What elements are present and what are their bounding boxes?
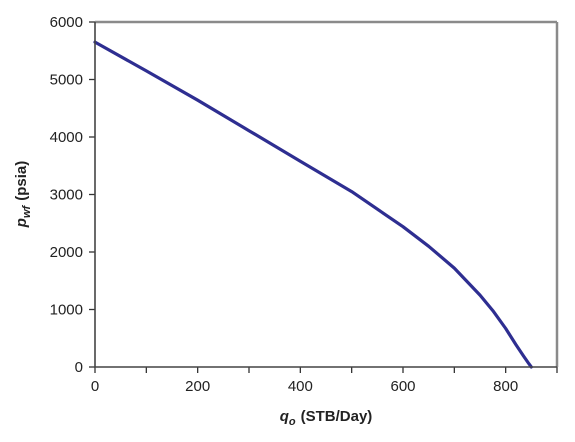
y-axis-tick-labels: 0 1000 2000 3000 4000 5000 6000 (50, 14, 83, 376)
y-axis-var: p (13, 218, 30, 228)
y-axis-title: pwf (psia) (13, 161, 33, 228)
series-line-pwf (93, 40, 533, 369)
y-tick-label: 6000 (50, 14, 83, 31)
y-tick-label: 4000 (50, 129, 83, 146)
x-axis-ticks (94, 367, 558, 373)
x-tick-label: 600 (390, 378, 415, 395)
y-tick-label: 0 (75, 359, 83, 376)
y-axis-ticks (89, 21, 95, 368)
y-tick-label: 3000 (50, 187, 83, 204)
x-tick-label: 800 (493, 378, 518, 395)
x-axis-tick-labels: 0 200 400 600 800 (91, 378, 518, 395)
x-axis-var: q (280, 408, 289, 425)
x-axis-unit: (STB/Day) (301, 408, 373, 425)
y-tick-label: 5000 (50, 72, 83, 89)
x-tick-label: 0 (91, 378, 99, 395)
x-axis-sub: o (289, 416, 296, 428)
y-tick-label: 2000 (50, 244, 83, 261)
y-axis-unit: (psia) (13, 161, 30, 201)
y-tick-label: 1000 (50, 302, 83, 319)
y-axis-sub: wf (21, 204, 33, 218)
plot-frame (94, 20, 559, 368)
x-axis-title: qo (STB/Day) (280, 408, 373, 428)
x-tick-label: 200 (185, 378, 210, 395)
x-tick-label: 400 (288, 378, 313, 395)
